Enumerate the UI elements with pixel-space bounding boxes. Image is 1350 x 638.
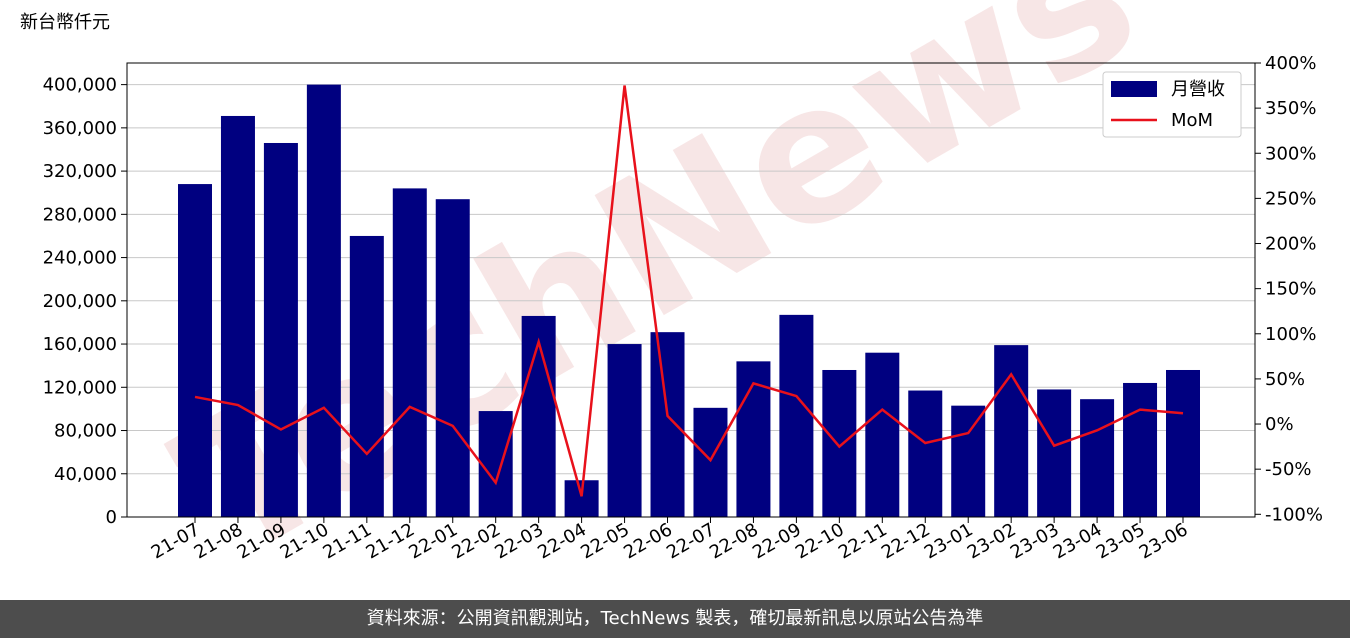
bar <box>1166 369 1200 517</box>
x-tick-label: 22-01 <box>405 519 461 563</box>
y-tick-label: 160,000 <box>43 334 117 355</box>
legend-label: 月營收 <box>1171 79 1225 100</box>
y-tick-label: 360,000 <box>43 118 117 139</box>
y2-tick-label: 200% <box>1265 234 1316 255</box>
y-tick-label: 240,000 <box>43 248 117 269</box>
bar <box>521 315 556 517</box>
x-tick-label: 22-08 <box>706 519 762 563</box>
y-tick-label: 0 <box>106 507 117 528</box>
x-tick-label: 22-07 <box>663 519 719 563</box>
bar <box>306 84 341 517</box>
x-tick-label: 22-02 <box>448 519 504 563</box>
y-tick-label: 80,000 <box>54 421 117 442</box>
y2-tick-label: 300% <box>1265 143 1316 164</box>
x-tick-label: 22-03 <box>491 519 547 563</box>
y-tick-label: 40,000 <box>54 464 117 485</box>
footer: 資料來源：公開資訊觀測站，TechNews 製表，確切最新訊息以原站公告為準 <box>0 600 1350 638</box>
bar <box>1080 399 1115 517</box>
x-tick-label: 23-02 <box>964 519 1020 563</box>
y-tick-label: 320,000 <box>43 161 117 182</box>
x-tick-label: 23-04 <box>1050 519 1106 563</box>
y-axis-label: 新台幣仟元 <box>20 12 110 33</box>
x-tick-label: 22-05 <box>577 519 633 563</box>
x-tick-label: 22-06 <box>620 519 676 563</box>
y2-tick-label: 0% <box>1265 414 1294 435</box>
bar <box>951 405 986 517</box>
bar <box>779 314 814 517</box>
bar <box>392 188 427 517</box>
x-tick-label: 22-04 <box>534 519 590 563</box>
y2-tick-label: -100% <box>1265 504 1323 525</box>
bar <box>994 345 1029 517</box>
bar <box>178 184 212 518</box>
bar <box>220 115 255 517</box>
bar <box>650 332 685 517</box>
bar <box>822 369 857 517</box>
bar <box>865 352 900 517</box>
bar <box>349 235 384 517</box>
x-tick-label: 23-03 <box>1007 519 1063 563</box>
legend-label: MoM <box>1171 110 1213 131</box>
y-tick-label: 280,000 <box>43 204 117 225</box>
x-tick-label: 23-01 <box>921 519 977 563</box>
y-tick-label: 120,000 <box>43 377 117 398</box>
y2-tick-label: 350% <box>1265 98 1316 119</box>
y2-tick-label: -50% <box>1265 459 1312 480</box>
x-tick-label: 22-12 <box>878 519 934 563</box>
bar <box>908 390 943 517</box>
x-tick-label: 22-09 <box>749 519 805 563</box>
bar <box>693 407 728 517</box>
y-tick-label: 200,000 <box>43 291 117 312</box>
bar <box>1037 389 1072 517</box>
y2-tick-label: 100% <box>1265 324 1316 345</box>
bar <box>1123 382 1158 517</box>
chart: 新台幣仟元 TechNews 040,00080,000120,000160,0… <box>20 0 1323 600</box>
bar <box>607 344 642 517</box>
y2-tick-label: 250% <box>1265 188 1316 209</box>
bar <box>263 142 298 517</box>
y2-tick-label: 400% <box>1265 53 1316 74</box>
bar <box>435 199 470 517</box>
x-tick-label: 23-05 <box>1093 519 1149 563</box>
plot-frame <box>126 62 1256 518</box>
y2-tick-label: 150% <box>1265 279 1316 300</box>
x-tick-label: 22-10 <box>792 519 848 563</box>
line <box>194 85 1184 497</box>
x-tick-label: 22-11 <box>835 519 891 563</box>
y2-tick-label: 50% <box>1265 369 1305 390</box>
legend-swatch <box>1111 81 1157 97</box>
x-tick-label: 23-06 <box>1136 519 1192 563</box>
bar <box>478 411 513 517</box>
x-tick-label: 21-07 <box>148 519 204 563</box>
y-tick-label: 400,000 <box>43 75 117 96</box>
